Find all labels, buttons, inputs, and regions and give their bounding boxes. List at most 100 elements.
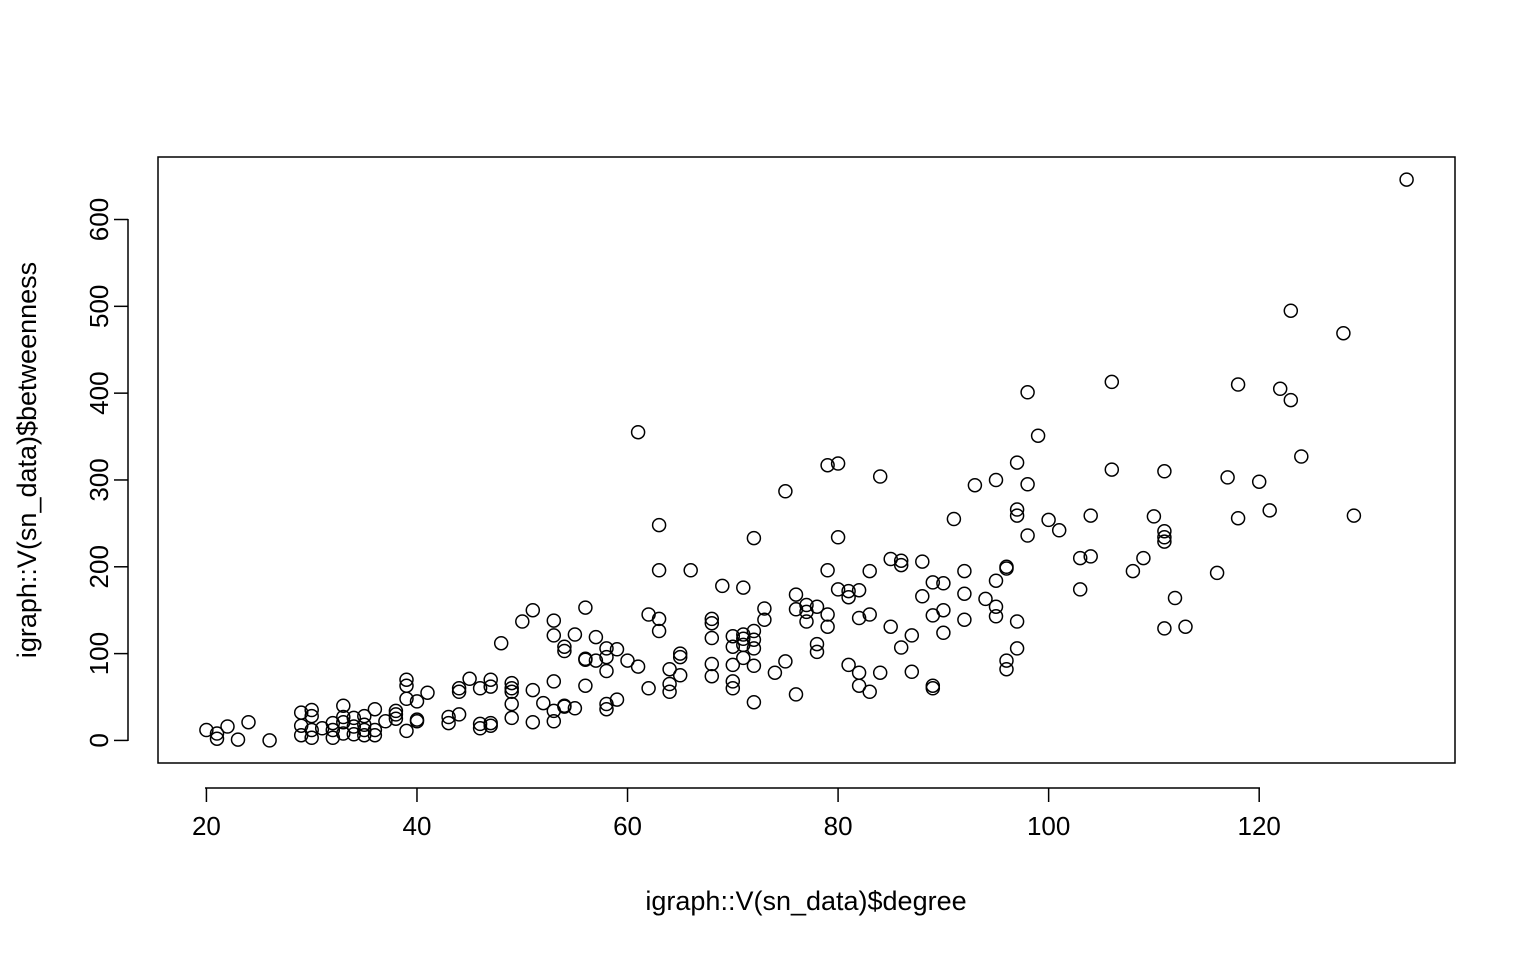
data-point xyxy=(578,678,593,693)
data-point xyxy=(451,707,467,722)
data-point xyxy=(757,601,772,616)
data-point xyxy=(1083,549,1098,564)
data-point xyxy=(546,674,562,689)
data-point xyxy=(1157,523,1172,539)
data-point xyxy=(546,613,562,628)
data-point xyxy=(704,630,720,646)
data-point xyxy=(957,563,972,579)
data-point xyxy=(588,629,604,645)
data-point xyxy=(809,599,825,614)
data-point xyxy=(630,424,646,440)
data-point xyxy=(988,599,1004,614)
data-point xyxy=(504,684,519,700)
x-tick-label: 20 xyxy=(192,811,221,841)
data-point xyxy=(936,602,951,618)
data-point xyxy=(841,583,856,599)
data-point xyxy=(304,702,319,718)
data-point xyxy=(1157,534,1172,549)
data-point xyxy=(925,575,941,590)
data-point xyxy=(746,623,762,639)
data-point xyxy=(304,730,319,746)
data-point xyxy=(515,614,530,629)
data-point xyxy=(483,679,498,694)
data-point xyxy=(1030,428,1046,443)
data-point xyxy=(641,681,656,696)
data-point xyxy=(1178,619,1193,634)
data-point xyxy=(304,708,319,724)
data-point xyxy=(841,657,856,673)
y-tick-label: 600 xyxy=(84,198,114,241)
data-point xyxy=(399,723,414,739)
data-point xyxy=(1167,590,1183,606)
data-point xyxy=(388,707,404,722)
data-point xyxy=(978,591,993,607)
data-point xyxy=(672,668,688,683)
data-point xyxy=(504,681,519,696)
data-point xyxy=(1125,563,1141,579)
data-point xyxy=(704,656,720,672)
data-point xyxy=(462,671,477,687)
data-point xyxy=(788,687,804,702)
data-point xyxy=(704,615,720,631)
data-point xyxy=(662,661,677,677)
data-point xyxy=(1146,509,1162,524)
data-point xyxy=(1072,550,1088,566)
data-point xyxy=(851,610,867,626)
data-point xyxy=(1083,508,1098,523)
y-tick-label: 300 xyxy=(84,458,114,501)
y-tick-label: 500 xyxy=(84,285,114,328)
data-point xyxy=(472,716,488,732)
data-point xyxy=(851,665,867,680)
data-point xyxy=(336,698,351,713)
data-point xyxy=(862,563,877,579)
data-point xyxy=(651,611,667,627)
data-point xyxy=(1020,528,1035,543)
data-point xyxy=(609,642,625,657)
data-point xyxy=(1009,641,1025,656)
data-point xyxy=(915,589,930,604)
data-point xyxy=(883,619,898,634)
data-point xyxy=(1157,530,1172,545)
data-point xyxy=(388,711,404,726)
data-point xyxy=(788,587,804,602)
data-point xyxy=(862,607,877,622)
data-point xyxy=(809,636,825,652)
data-point xyxy=(1009,508,1025,523)
data-point xyxy=(346,719,362,734)
data-point xyxy=(557,643,572,659)
data-point xyxy=(199,722,214,738)
data-point xyxy=(325,715,341,731)
data-point xyxy=(209,726,225,741)
data-point xyxy=(230,732,246,747)
y-tick-label: 0 xyxy=(84,733,114,747)
x-tick-label: 60 xyxy=(613,811,642,841)
data-point xyxy=(578,652,593,667)
data-point xyxy=(525,602,541,618)
data-point xyxy=(409,714,425,729)
data-point xyxy=(1220,470,1235,485)
data-point xyxy=(1072,582,1088,597)
data-point xyxy=(936,576,951,591)
data-point xyxy=(1230,510,1246,526)
data-points xyxy=(199,172,1414,748)
data-point xyxy=(778,654,793,669)
data-point xyxy=(441,715,456,731)
data-point xyxy=(1336,325,1351,341)
data-point xyxy=(746,530,762,546)
data-point xyxy=(872,665,888,680)
data-point xyxy=(683,563,698,578)
data-point xyxy=(1262,503,1277,518)
data-point xyxy=(451,684,467,700)
data-point xyxy=(609,692,625,707)
data-point xyxy=(1230,377,1246,392)
data-point xyxy=(746,694,762,710)
data-point xyxy=(820,457,835,473)
data-point xyxy=(1157,464,1172,479)
data-point xyxy=(557,699,572,714)
plot-area-frame xyxy=(157,156,1456,764)
data-point xyxy=(746,658,762,674)
y-axis-title: igraph::V(sn_data)$betweenness xyxy=(12,262,42,658)
x-tick-label: 80 xyxy=(824,811,853,841)
y-tick-label: 400 xyxy=(84,371,114,414)
data-point xyxy=(220,719,235,734)
